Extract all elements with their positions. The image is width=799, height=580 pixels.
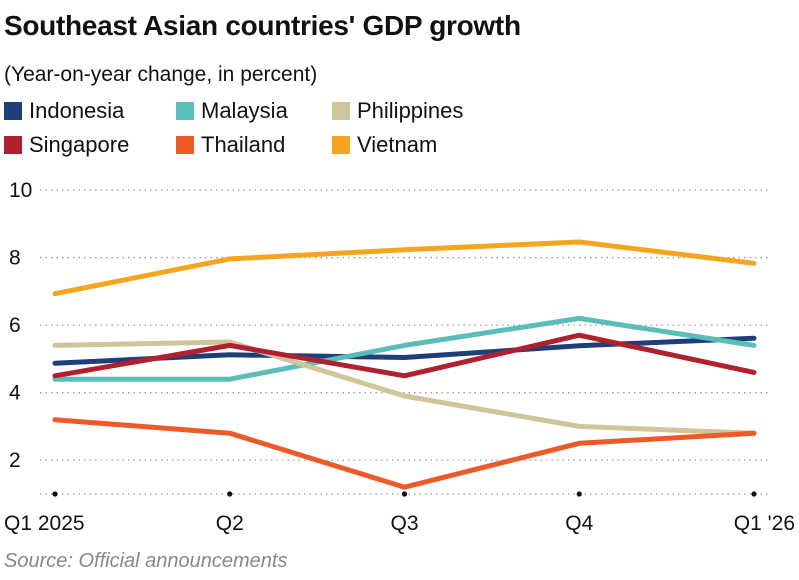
legend-item-indonesia: Indonesia: [4, 98, 124, 124]
legend-item-thailand: Thailand: [176, 132, 285, 158]
legend-swatch-philippines: [332, 102, 350, 120]
x-tick-label: Q4: [565, 512, 593, 535]
legend-label-malaysia: Malaysia: [201, 98, 288, 123]
x-tick-label: Q1 2025: [4, 512, 85, 535]
source-note: Source: Official announcements: [4, 550, 288, 572]
x-tick-label: Q2: [216, 512, 244, 535]
x-tick-mark: [52, 491, 58, 497]
legend-label-indonesia: Indonesia: [29, 98, 125, 123]
x-tick-label: Q3: [390, 512, 418, 535]
legend-swatch-singapore: [4, 136, 22, 154]
chart-subtitle: (Year-on-year change, in percent): [4, 63, 318, 86]
legend-swatch-malaysia: [176, 102, 194, 120]
legend-item-philippines: Philippines: [332, 98, 463, 124]
y-tick-label: 6: [9, 314, 21, 337]
series-line-thailand: [52, 417, 757, 490]
legend-label-philippines: Philippines: [357, 98, 464, 123]
series-line-singapore: [52, 332, 757, 379]
y-tick-label: 2: [9, 449, 21, 472]
legend-swatch-indonesia: [4, 102, 22, 120]
x-tick-mark: [751, 491, 757, 497]
chart-title: Southeast Asian countries' GDP growth: [4, 10, 521, 41]
x-tick-mark: [227, 491, 233, 497]
legend-swatch-thailand: [176, 136, 194, 154]
y-tick-label: 4: [9, 382, 21, 405]
series-line-malaysia: [52, 315, 757, 382]
legend-label-singapore: Singapore: [29, 132, 130, 157]
x-tick-mark: [576, 491, 582, 497]
series-line-vietnam: [52, 239, 757, 297]
series-line-philippines: [52, 339, 757, 436]
y-tick-label: 8: [9, 247, 21, 270]
legend-item-singapore: Singapore: [4, 132, 129, 158]
legend-item-vietnam: Vietnam: [332, 132, 437, 158]
legend-label-vietnam: Vietnam: [357, 132, 438, 157]
y-tick-label: 10: [9, 179, 32, 202]
legend-label-thailand: Thailand: [201, 132, 286, 157]
x-tick-label: Q1 '26: [734, 512, 795, 535]
x-tick-mark: [401, 491, 408, 497]
legend-item-malaysia: Malaysia: [176, 98, 288, 124]
legend-swatch-vietnam: [332, 136, 350, 154]
